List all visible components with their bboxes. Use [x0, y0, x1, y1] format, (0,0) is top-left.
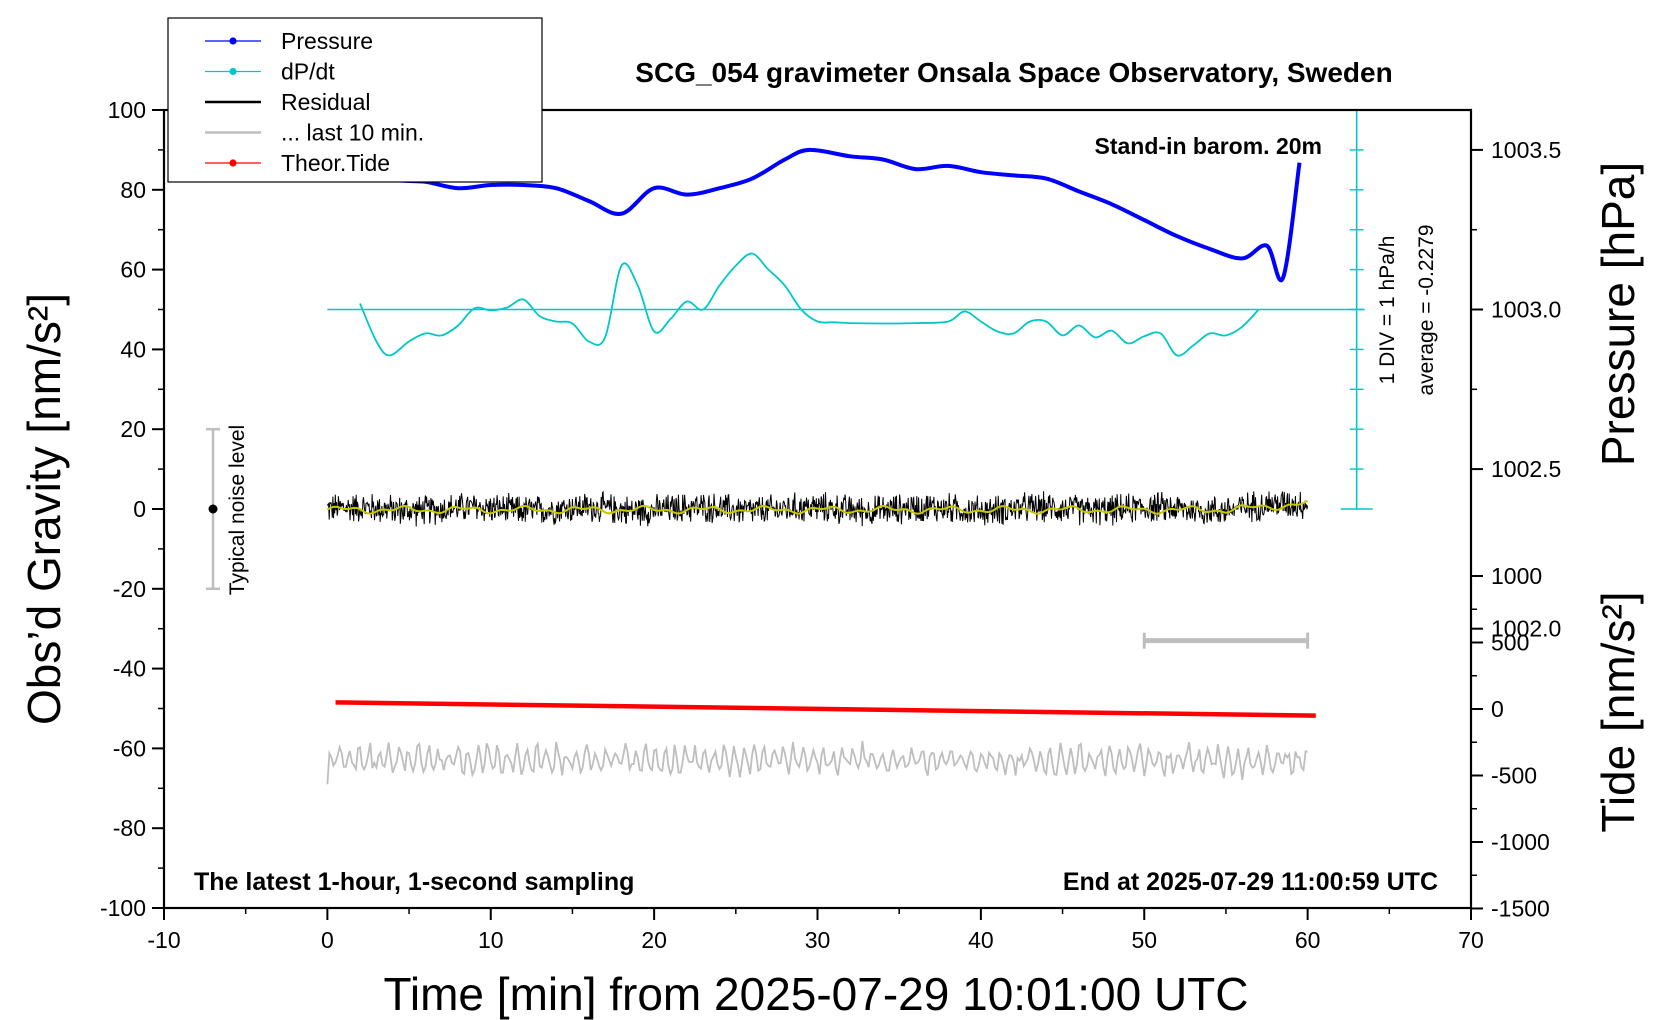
tide-axis-ticks: -1500 -1000 -500 0 500 1000	[1471, 563, 1550, 922]
y-tick-label: 20	[120, 416, 146, 442]
tide-tick-label: 1000	[1491, 563, 1542, 589]
tide-series-line	[335, 700, 1316, 718]
average-annotation: average = -0.2279	[1415, 224, 1438, 395]
x-tick-label: 0	[321, 927, 334, 953]
residual-smoothed-line	[326, 499, 1309, 515]
legend-marker	[229, 67, 237, 76]
y-axis-label-pressure: Pressure [hPa]	[1592, 162, 1644, 466]
legend-box	[167, 17, 543, 183]
y-tick-label: 60	[120, 257, 146, 283]
dpdt-series-line	[359, 252, 1260, 357]
x-tick-label: 20	[641, 927, 667, 953]
pressure-series-line	[334, 147, 1302, 283]
y-axis-label-tide: Tide [nm/s²]	[1592, 591, 1644, 832]
x-tick-label: 30	[805, 927, 831, 953]
legend-marker	[229, 37, 237, 45]
noise-bar-center-dot	[208, 504, 218, 514]
last-10-min-series-line	[326, 740, 1308, 785]
pressure-tick-label: 1003.0	[1491, 297, 1561, 323]
x-tick-label: 50	[1131, 927, 1157, 953]
x-tick-label: 10	[478, 927, 504, 953]
x-tick-label: 70	[1458, 927, 1484, 953]
data-layer	[206, 109, 1373, 785]
y-tick-label: -20	[113, 576, 146, 602]
x-tick-label: 40	[968, 927, 994, 953]
footer-left-annotation: The latest 1-hour, 1-second sampling	[194, 868, 634, 896]
y-axis-label-gravity: Obs’d Gravity [nm/s²]	[18, 293, 70, 725]
barometer-annotation: Stand-in barom. 20m	[1095, 133, 1322, 159]
chart-title: SCG_054 gravimeter Onsala Space Observat…	[635, 57, 1392, 88]
legend-label: Residual	[281, 89, 371, 115]
pressure-tick-label: 1002.5	[1491, 456, 1561, 482]
y-tick-label: 100	[108, 97, 146, 123]
x-tick-label: -10	[147, 927, 180, 953]
legend-marker	[229, 159, 237, 167]
residual-series-line	[326, 490, 1309, 527]
footer-right-annotation: End at 2025-07-29 11:00:59 UTC	[1063, 868, 1438, 896]
pressure-tick-label: 1004.0	[1491, 0, 1561, 3]
y-tick-label: 80	[120, 177, 146, 203]
tide-tick-label: -1500	[1491, 896, 1550, 922]
legend: Pressure dP/dt Residual ... last 10 min. The…	[167, 17, 543, 183]
x-axis-ticks: -10 0 10 20 30 40 50 60 70	[147, 908, 1484, 953]
noise-level-label: Typical noise level	[226, 425, 249, 595]
x-tick-label: 60	[1295, 927, 1321, 953]
legend-label: dP/dt	[281, 59, 335, 85]
legend-label: Theor.Tide	[281, 150, 390, 176]
legend-label: Pressure	[281, 28, 373, 54]
tide-tick-label: -500	[1491, 763, 1537, 789]
x-axis-label: Time [min] from 2025-07-29 10:01:00 UTC	[384, 968, 1249, 1020]
y-tick-label: -40	[113, 656, 146, 682]
pressure-tick-label: 1003.5	[1491, 137, 1561, 163]
y-tick-label: 40	[120, 336, 146, 362]
tide-tick-label: 500	[1491, 630, 1529, 656]
div-annotation: 1 DIV = 1 hPa/h	[1376, 236, 1399, 385]
legend-label: ... last 10 min.	[281, 120, 424, 146]
y-tick-label: 0	[133, 496, 146, 522]
y-axis-ticks: -100 -80 -60 -40 -20 0 20 40 60 80 100	[100, 97, 164, 921]
pressure-tick-label: 1002.0	[1491, 616, 1561, 642]
pressure-axis-ticks: 1002.0 1002.5 1003.0 1003.5 1004.0	[1471, 0, 1561, 642]
y-tick-label: -100	[100, 895, 146, 921]
y-tick-label: -80	[113, 815, 146, 841]
tide-tick-label: -1000	[1491, 829, 1550, 855]
y-tick-label: -60	[113, 735, 146, 761]
tide-tick-label: 0	[1491, 696, 1504, 722]
